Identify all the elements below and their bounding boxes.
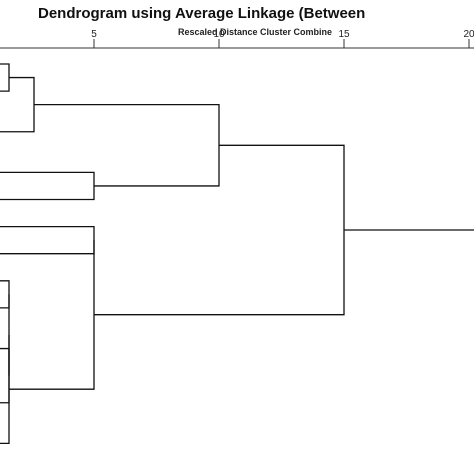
- dendrogram-link-a: [0, 63, 10, 92]
- chart-title: Dendrogram using Average Linkage (Betwee…: [38, 5, 365, 22]
- plot-frame: [0, 47, 474, 49]
- dendrogram-link-g: [0, 280, 10, 309]
- dendrogram-link-c: [0, 76, 35, 133]
- x-tick-label-20: 20: [463, 29, 474, 40]
- dendrogram-link-m: [9, 240, 95, 390]
- x-tick-label-10: 10: [213, 29, 225, 40]
- x-axis-ticks: 5 10 15 20: [91, 29, 474, 48]
- dendrogram-link-j: [0, 347, 10, 404]
- dendrogram-links: [0, 63, 474, 445]
- x-tick-label-5: 5: [91, 29, 97, 40]
- dendrogram-link-f: [0, 225, 95, 255]
- dendrogram-link-e: [34, 104, 220, 187]
- dendrogram-link-d: [0, 171, 95, 201]
- dendrogram-link-l: [0, 335, 10, 445]
- x-axis-label: Rescaled Distance Cluster Combine: [178, 27, 332, 37]
- x-tick-label-15: 15: [338, 29, 350, 40]
